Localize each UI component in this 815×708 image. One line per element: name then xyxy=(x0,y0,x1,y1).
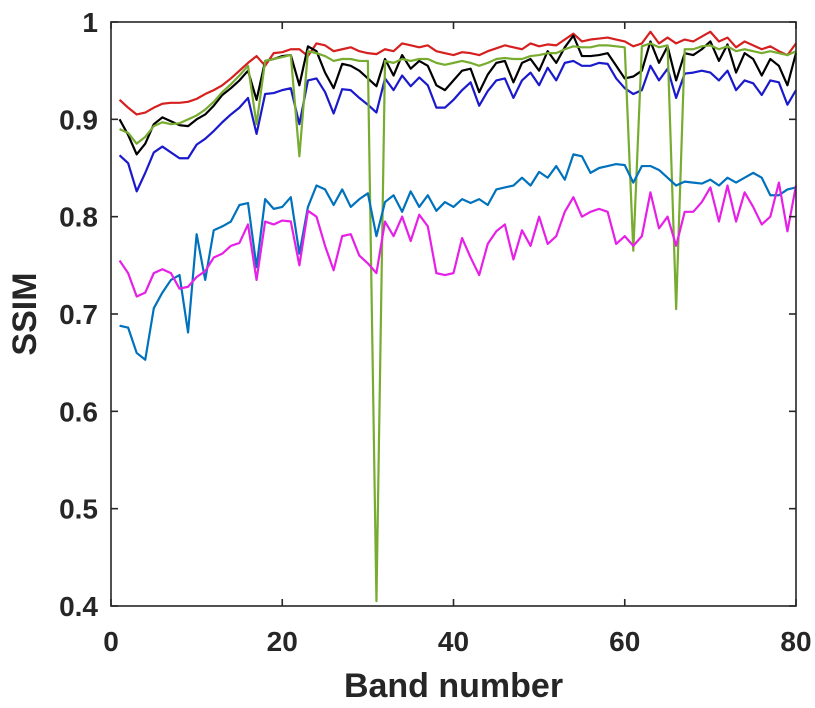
series-line-6 xyxy=(118,181,798,298)
series-line-1 xyxy=(118,30,797,116)
x-tick-labels: 0 20 40 60 80 xyxy=(103,626,811,657)
x-tick-label: 60 xyxy=(609,626,640,657)
plot-area xyxy=(111,22,796,606)
y-tick-label: 0.8 xyxy=(59,202,98,233)
x-tick-label: 80 xyxy=(780,626,811,657)
y-tick-label: 1 xyxy=(82,7,98,38)
series-line-4 xyxy=(119,42,797,603)
series-layer xyxy=(118,30,798,603)
x-tick-label: 40 xyxy=(438,626,469,657)
series-line-2 xyxy=(118,34,798,156)
x-tick-label: 0 xyxy=(103,626,119,657)
series-line-5 xyxy=(119,153,797,361)
y-tick-label: 0.5 xyxy=(59,494,98,525)
plot-frame xyxy=(110,21,797,607)
x-tick-label: 20 xyxy=(267,626,298,657)
x-axis-label: Band number xyxy=(344,667,563,705)
y-tick-label: 0.6 xyxy=(59,396,98,427)
y-axis-label: SSIM xyxy=(6,272,44,355)
y-tick-labels: 0.4 0.5 0.6 0.7 0.8 0.9 1 xyxy=(59,7,98,622)
y-tick-label: 0.9 xyxy=(59,104,98,135)
y-tick-label: 0.7 xyxy=(59,299,98,330)
y-tick-label: 0.4 xyxy=(59,591,98,622)
